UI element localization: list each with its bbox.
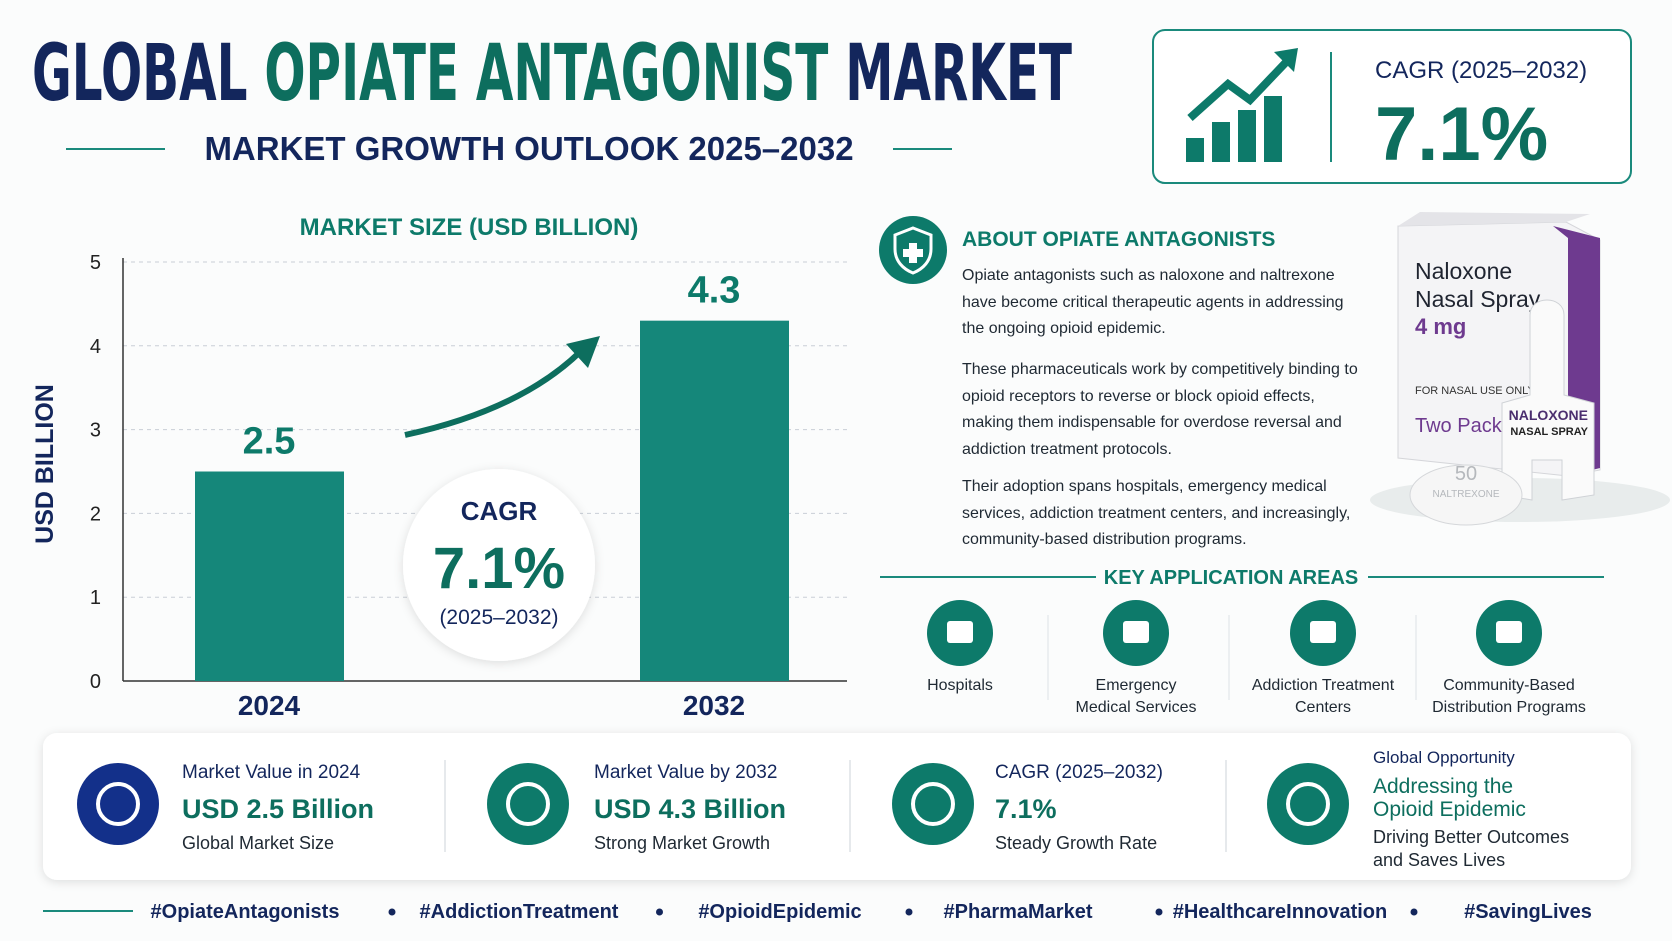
highlight-value: Addressing the	[1373, 775, 1513, 798]
highlight-note: and Saves Lives	[1373, 850, 1505, 870]
application-label: Centers	[1295, 699, 1351, 716]
application-label: Distribution Programs	[1432, 699, 1586, 716]
cross	[903, 243, 923, 263]
growth-icon	[1186, 48, 1298, 162]
highlight-icon	[487, 763, 569, 845]
title: GLOBAL OPIATE ANTAGONIST MARKET	[32, 29, 1072, 119]
hashtag: #AddictionTreatment	[420, 901, 619, 923]
product-text: Two Pack	[1415, 415, 1503, 437]
bullet	[905, 908, 913, 916]
product-text: 50	[1455, 463, 1477, 485]
bar-chart: 0 1 2 3 4 5 2.5 2024 4.3 2032 CAGR 7.1% (2025–2032)	[90, 252, 847, 721]
product-text: NALTREXONE	[1432, 489, 1499, 500]
bar	[640, 320, 789, 681]
product-text: NASAL SPRAY	[1510, 426, 1588, 438]
cagr-value: 7.1%	[1375, 92, 1548, 177]
highlight-note: Driving Better Outcomes	[1373, 827, 1569, 847]
highlight-note: Steady Growth Rate	[995, 833, 1157, 853]
icon-glyph	[911, 782, 955, 826]
y-tick-label: 5	[90, 252, 101, 274]
cagr-callout	[403, 469, 595, 661]
application-label: Emergency	[1096, 677, 1177, 694]
highlight-label: CAGR (2025–2032)	[995, 762, 1163, 783]
icon-glyph	[947, 621, 973, 643]
callout-period: (2025–2032)	[439, 606, 558, 629]
icon-glyph	[1123, 621, 1149, 643]
highlight-value: USD 4.3 Billion	[594, 794, 786, 824]
x-tick-label: 2032	[683, 690, 745, 721]
y-tick-label: 2	[90, 503, 101, 525]
subtitle: MARKET GROWTH OUTLOOK 2025–2032	[204, 130, 853, 167]
y-axis-label: USD BILLION	[31, 384, 59, 544]
about-paragraph: Their adoption spans hospitals, emergenc…	[962, 478, 1351, 548]
value-label: 2.5	[243, 421, 296, 463]
application-label: Addiction Treatment	[1252, 677, 1395, 694]
application-label: Community-Based	[1443, 677, 1575, 694]
shield	[893, 226, 933, 275]
highlight-value: USD 2.5 Billion	[182, 794, 374, 824]
hashtag: #HealthcareInnovation	[1173, 901, 1388, 923]
icon-glyph	[1310, 621, 1336, 643]
bar	[195, 471, 344, 681]
y-tick-label: 0	[90, 671, 101, 693]
arrow-head	[566, 336, 600, 368]
growth-arrow	[404, 349, 583, 438]
value-label: 4.3	[688, 270, 741, 312]
icon-glyph	[1286, 782, 1330, 826]
highlight-value: Opioid Epidemic	[1373, 798, 1526, 821]
hashtag: #SavingLives	[1464, 901, 1592, 923]
bullet	[1410, 908, 1418, 916]
y-tick-label: 4	[90, 336, 101, 358]
icon-glyph	[1496, 621, 1522, 643]
applications-heading: KEY APPLICATION AREAS	[1104, 567, 1358, 589]
highlight-note: Strong Market Growth	[594, 833, 770, 853]
about-paragraph: These pharmaceuticals work by competitiv…	[962, 361, 1358, 458]
product-text: NALOXONE	[1509, 407, 1588, 423]
highlight-label: Global Opportunity	[1373, 748, 1515, 767]
hashtag: #OpiateAntagonists	[151, 901, 340, 923]
title-part: MARKET	[845, 29, 1072, 119]
highlight-value: 7.1%	[995, 794, 1057, 824]
application-label: Medical Services	[1076, 699, 1197, 716]
bullet	[1155, 908, 1163, 916]
y-tick-label: 1	[90, 587, 101, 609]
title-part: GLOBAL	[32, 29, 247, 119]
about-heading: ABOUT OPIATE ANTAGONISTS	[962, 228, 1275, 251]
product-text: 4 mg	[1415, 314, 1466, 339]
chart-title: MARKET SIZE (USD BILLION)	[300, 214, 639, 241]
icon-glyph	[96, 782, 140, 826]
bullet	[656, 908, 663, 916]
highlight-note: Global Market Size	[182, 833, 334, 853]
y-tick-label: 3	[90, 420, 101, 442]
hashtag: #OpioidEpidemic	[698, 901, 861, 923]
icon-glyph	[506, 782, 550, 826]
product-text: FOR NASAL USE ONLY	[1415, 385, 1535, 397]
hashtag: #PharmaMarket	[944, 901, 1093, 923]
highlights-panel	[43, 733, 1631, 880]
highlight-icon	[892, 763, 974, 845]
callout-value: 7.1%	[433, 536, 565, 601]
x-tick-label: 2024	[238, 690, 301, 721]
highlight-icon	[77, 763, 159, 845]
product-illustration: Naloxone Nasal Spray 4 mg FOR NASAL USE …	[1370, 212, 1670, 526]
callout-label: CAGR	[461, 496, 538, 526]
title-part: OPIATE ANTAGONIST	[264, 29, 828, 119]
about-paragraph: Opiate antagonists such as naloxone and …	[962, 267, 1344, 337]
highlight-label: Market Value by 2032	[594, 762, 777, 783]
product-text: Nasal Spray	[1415, 286, 1541, 312]
highlight-icon	[1267, 763, 1349, 845]
cagr-label: CAGR (2025–2032)	[1375, 57, 1587, 84]
product-text: Naloxone	[1415, 258, 1512, 284]
bullet	[388, 908, 396, 916]
highlight-label: Market Value in 2024	[182, 762, 361, 783]
application-label: Hospitals	[927, 677, 993, 694]
